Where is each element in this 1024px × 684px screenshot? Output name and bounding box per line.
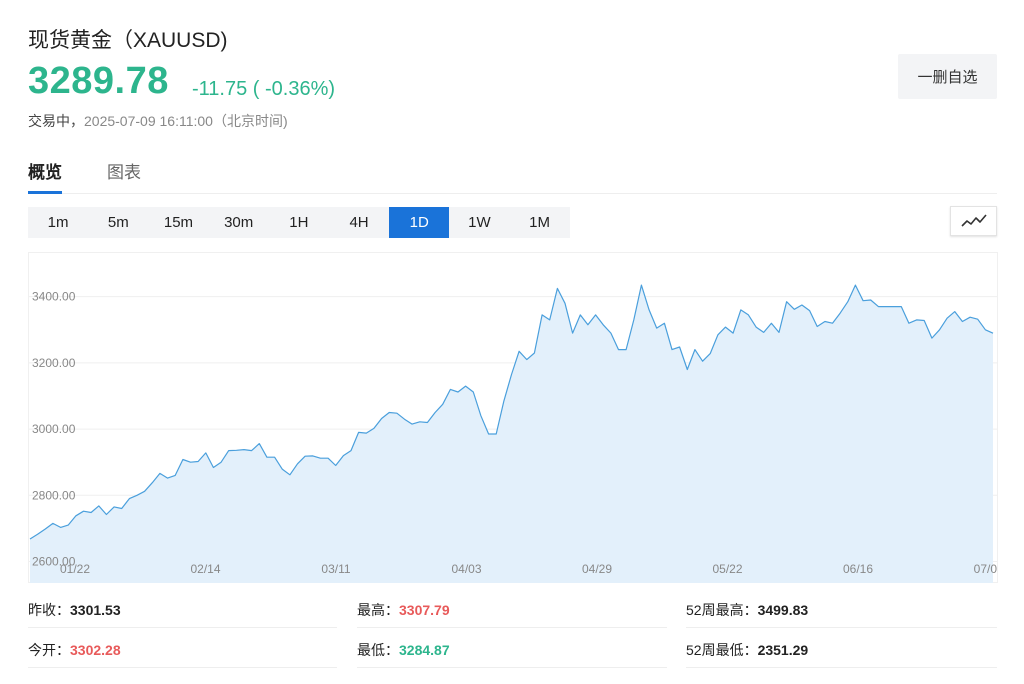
stat-value: 3302.28 — [70, 642, 121, 658]
current-price: 3289.78 — [28, 60, 169, 102]
x-tick-label: 01/22 — [60, 562, 90, 576]
interval-5m[interactable]: 5m — [107, 214, 129, 231]
x-tick-label: 04/29 — [582, 562, 612, 576]
y-tick-label: 2600.00 — [32, 554, 76, 568]
stat-label: 昨收： — [28, 602, 70, 618]
interval-selector: 1m 5m 15m 30m 1H 4H 1D 1W 1M — [28, 207, 570, 238]
line-chart-icon — [960, 214, 987, 227]
stat-label: 今开： — [28, 642, 70, 658]
stat-open: 今开：3302.28 — [28, 630, 337, 668]
x-tick-label: 03/11 — [321, 562, 350, 576]
y-tick-label: 3400.00 — [32, 290, 76, 304]
stat-label: 最高： — [357, 602, 399, 618]
stat-value: 3307.79 — [399, 602, 450, 618]
stat-prev-close: 昨收：3301.53 — [28, 590, 337, 628]
stat-value: 3499.83 — [757, 602, 809, 618]
stat-low: 最低：3284.87 — [357, 630, 667, 668]
x-tick-label: 05/22 — [712, 562, 742, 576]
interval-4h[interactable]: 4H — [349, 214, 369, 231]
chart-type-button[interactable] — [950, 206, 997, 236]
interval-1w[interactable]: 1W — [468, 214, 491, 231]
remove-watchlist-button[interactable]: 一删自选 — [898, 54, 997, 99]
interval-1m[interactable]: 1m — [47, 214, 69, 231]
price-chart[interactable]: 2600.00 2800.00 3000.00 3200.00 3400.00 01/22… — [28, 252, 998, 583]
stat-value: 2351.29 — [757, 642, 809, 658]
stat-52w-low: 52周最低：2351.29 — [686, 630, 997, 668]
y-tick-label: 2800.00 — [32, 488, 76, 502]
x-tick-label: 06/16 — [843, 562, 873, 576]
stat-label: 52周最高： — [686, 602, 758, 618]
price-line — [29, 284, 994, 540]
status-time: 2025-07-09 16:11:00（北京时间) — [84, 113, 288, 129]
x-tick-label: 04/03 — [451, 562, 481, 576]
interval-1mo[interactable]: 1M — [529, 214, 551, 231]
stat-value: 3301.53 — [70, 602, 121, 618]
page-title: 现货黄金（XAUUSD) — [28, 29, 228, 52]
trading-status: 交易中，2025-07-09 16:11:00（北京时间) — [28, 111, 288, 131]
interval-1h[interactable]: 1H — [289, 214, 309, 231]
interval-30m[interactable]: 30m — [224, 214, 254, 231]
interval-1d[interactable]: 1D — [389, 207, 450, 238]
x-tick-label: 02/14 — [190, 562, 220, 576]
stat-label: 52周最低： — [686, 642, 758, 658]
stat-value: 3284.87 — [399, 642, 450, 658]
y-tick-label: 3000.00 — [32, 422, 76, 436]
x-tick-label: 07/0 — [974, 562, 998, 576]
y-tick-label: 3200.00 — [32, 356, 76, 370]
stat-high: 最高：3307.79 — [357, 590, 667, 628]
status-label: 交易中， — [28, 113, 84, 129]
price-chart-svg[interactable]: 2600.00 2800.00 3000.00 3200.00 3400.00 01/22… — [28, 252, 998, 583]
tab-chart[interactable]: 图表 — [107, 163, 141, 182]
price-area — [30, 285, 993, 583]
stat-52w-high: 52周最高：3499.83 — [686, 590, 997, 628]
tab-overview[interactable]: 概览 — [28, 158, 62, 194]
interval-15m[interactable]: 15m — [163, 214, 194, 231]
price-change: -11.75 ( -0.36%) — [192, 78, 336, 100]
tab-bar: 概览 图表 — [28, 156, 997, 194]
stat-label: 最低： — [357, 642, 399, 658]
